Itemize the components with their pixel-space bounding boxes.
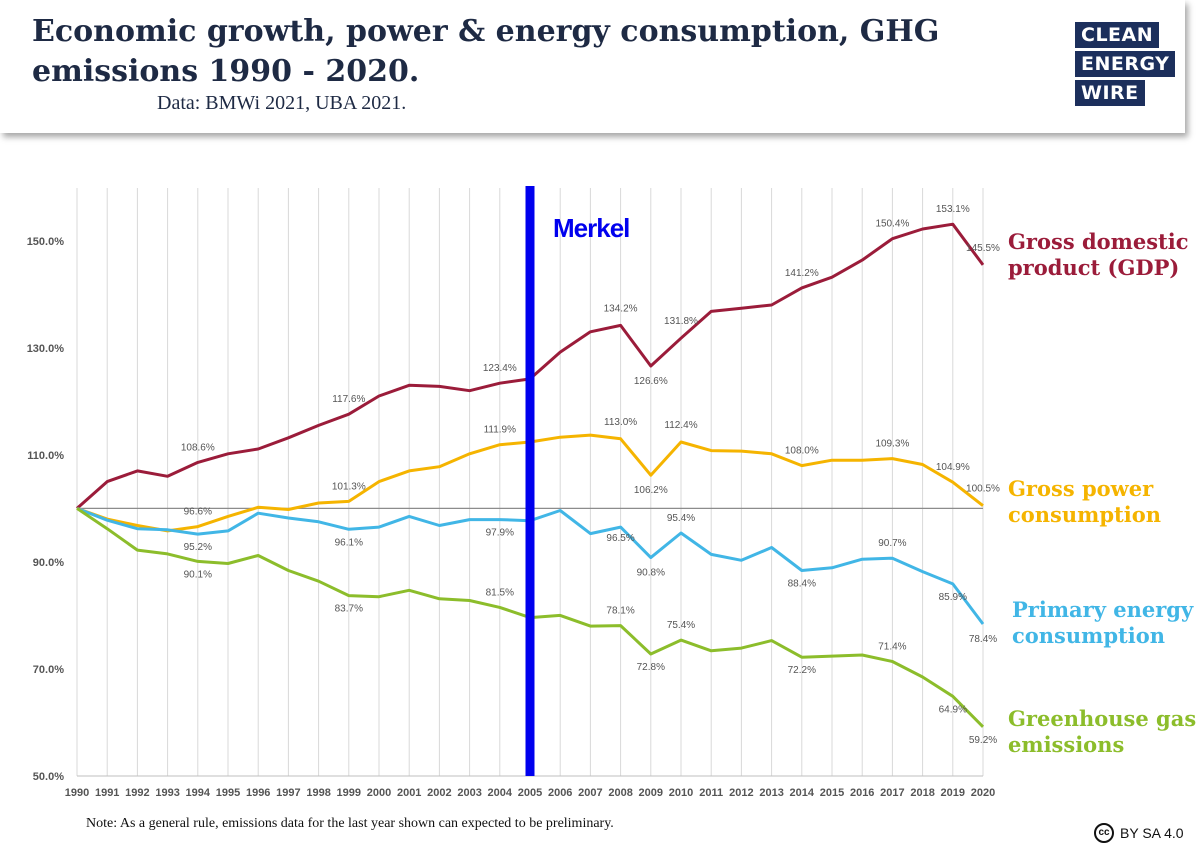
x-tick-label: 2007 xyxy=(578,787,602,799)
data-label: 123.4% xyxy=(483,363,517,374)
series-label-gdp: Gross domestic product (GDP) xyxy=(1008,229,1189,280)
data-label: 113.0% xyxy=(604,417,637,428)
data-label: 96.1% xyxy=(335,537,363,548)
data-label: 100.5% xyxy=(966,484,1000,495)
data-label: 101.3% xyxy=(332,481,366,492)
data-label: 90.1% xyxy=(184,569,212,580)
data-label: 96.5% xyxy=(606,533,634,544)
data-label: 64.9% xyxy=(939,704,967,715)
data-label: 141.2% xyxy=(785,268,819,279)
x-tick-label: 2016 xyxy=(850,787,874,799)
x-tick-label: 1995 xyxy=(216,787,240,799)
data-label: 85.9% xyxy=(939,592,967,603)
data-label: 72.2% xyxy=(788,665,816,676)
data-label: 109.3% xyxy=(875,439,909,450)
data-label: 104.9% xyxy=(936,462,970,473)
data-label: 108.6% xyxy=(181,442,215,453)
y-tick-label: 70.0% xyxy=(33,664,64,676)
x-tick-label: 2001 xyxy=(397,787,421,799)
x-tick-label: 2009 xyxy=(639,787,663,799)
data-label: 108.0% xyxy=(785,446,819,457)
y-tick-label: 110.0% xyxy=(27,450,64,462)
x-tick-label: 2013 xyxy=(759,787,783,799)
data-source: Data: BMWi 2021, UBA 2021. xyxy=(157,92,407,114)
data-label: 90.7% xyxy=(878,538,906,549)
data-label: 106.2% xyxy=(634,485,668,496)
x-tick-label: 2002 xyxy=(427,787,451,799)
x-tick-label: 1991 xyxy=(95,787,119,799)
data-label: 96.6% xyxy=(184,507,212,518)
data-label: 88.4% xyxy=(788,578,816,589)
x-tick-label: 2020 xyxy=(971,787,995,799)
data-label: 145.5% xyxy=(966,243,1000,254)
x-tick-label: 2015 xyxy=(820,787,844,799)
x-tick-label: 1992 xyxy=(125,787,149,799)
merkel-marker-bar xyxy=(525,186,535,776)
data-label: 95.2% xyxy=(184,542,212,553)
logo-line-2: ENERGY xyxy=(1075,51,1176,77)
x-tick-label: 2019 xyxy=(941,787,965,799)
x-tick-label: 2018 xyxy=(910,787,934,799)
data-label: 78.1% xyxy=(606,606,634,617)
logo-line-3: WIRE xyxy=(1075,80,1145,106)
data-label: 150.4% xyxy=(875,219,909,230)
data-label: 97.9% xyxy=(486,528,514,539)
series-label-ghg: Greenhouse gas emissions xyxy=(1008,706,1197,757)
x-tick-label: 1994 xyxy=(186,787,211,799)
data-label: 153.1% xyxy=(936,204,970,215)
x-tick-label: 2010 xyxy=(669,787,693,799)
data-label: 72.8% xyxy=(637,662,665,673)
series-label-primary-energy: Primary energy consumption xyxy=(1012,597,1194,648)
data-label: 111.9% xyxy=(484,425,517,436)
x-tick-label: 2004 xyxy=(488,787,513,799)
x-tick-label: 2017 xyxy=(880,787,904,799)
x-tick-label: 1998 xyxy=(306,787,330,799)
data-label: 134.2% xyxy=(604,303,638,314)
license-badge[interactable]: cc BY SA 4.0 xyxy=(1094,823,1184,843)
data-label: 81.5% xyxy=(486,587,514,598)
x-tick-label: 1997 xyxy=(276,787,300,799)
x-tick-label: 1990 xyxy=(65,787,89,799)
x-tick-label: 2000 xyxy=(367,787,391,799)
x-tick-label: 1999 xyxy=(337,787,361,799)
x-tick-label: 2014 xyxy=(790,787,815,799)
logo-line-1: CLEAN xyxy=(1075,22,1160,48)
data-label: 59.2% xyxy=(969,735,997,746)
series-label-power: Gross power consumption xyxy=(1008,476,1162,527)
x-tick-label: 2006 xyxy=(548,787,572,799)
x-tick-label: 2008 xyxy=(608,787,632,799)
data-label: 75.4% xyxy=(667,620,695,631)
data-label: 117.6% xyxy=(332,394,365,405)
data-label: 95.4% xyxy=(667,513,695,524)
footnote: Note: As a general rule, emissions data … xyxy=(86,816,614,831)
data-label: 112.4% xyxy=(664,420,697,431)
x-tick-label: 1996 xyxy=(246,787,270,799)
clean-energy-wire-logo[interactable]: CLEAN ENERGY WIRE xyxy=(1075,22,1176,109)
data-label: 131.8% xyxy=(664,316,698,327)
cc-icon: cc xyxy=(1094,823,1114,843)
header-banner: Economic growth, power & energy consumpt… xyxy=(0,0,1185,133)
y-tick-label: 150.0% xyxy=(27,236,65,248)
data-label: 78.4% xyxy=(969,634,997,645)
x-tick-label: 2005 xyxy=(518,787,542,799)
x-tick-label: 1993 xyxy=(155,787,179,799)
x-tick-label: 2003 xyxy=(457,787,481,799)
license-text: BY SA 4.0 xyxy=(1120,825,1184,841)
y-tick-label: 90.0% xyxy=(33,557,64,569)
x-tick-label: 2011 xyxy=(699,787,723,799)
data-label: 126.6% xyxy=(634,376,668,387)
y-tick-label: 50.0% xyxy=(33,771,64,783)
data-label: 83.7% xyxy=(335,604,363,615)
merkel-label: Merkel xyxy=(553,213,629,243)
x-tick-label: 2012 xyxy=(729,787,753,799)
data-label: 71.4% xyxy=(878,641,906,652)
data-label: 90.8% xyxy=(637,568,665,579)
y-tick-label: 130.0% xyxy=(27,343,65,355)
chart-title: Economic growth, power & energy consumpt… xyxy=(32,14,940,89)
